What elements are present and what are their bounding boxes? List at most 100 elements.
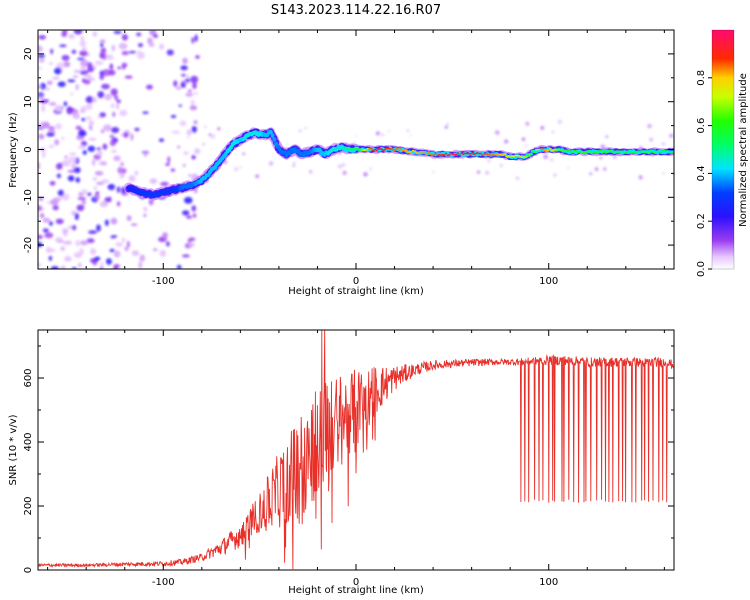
ridge-blob [448, 153, 451, 156]
ridge-blob [137, 190, 141, 193]
noise-blob [117, 66, 122, 70]
ridge-blob [470, 152, 474, 155]
noise-speck [187, 136, 190, 139]
ridge-blob [293, 149, 297, 153]
noise-blob [96, 147, 102, 151]
ridge-blob [571, 150, 574, 153]
ridge-blob [644, 151, 647, 154]
noise-blob [75, 125, 82, 130]
figure-title: S143.2023.114.22.16.R07 [271, 3, 441, 18]
ridge-blob [359, 148, 363, 151]
noise-blob [48, 126, 56, 130]
noise-speck [550, 158, 554, 162]
noise-speck [188, 174, 191, 177]
ridge-blob [552, 149, 555, 152]
noise-blob [78, 130, 87, 137]
ridge-blob [496, 153, 500, 155]
ridge-blob [406, 151, 409, 154]
ridge-blob [479, 152, 482, 155]
noise-blob [99, 39, 106, 44]
noise-blob [180, 81, 186, 88]
ridge-blob [356, 147, 359, 150]
colorbar-tick-label: 0.8 [696, 70, 707, 86]
ridge-blob [174, 189, 177, 192]
ridge-blob [640, 150, 644, 152]
noise-blob [94, 192, 100, 201]
noise-blob [48, 221, 53, 226]
ridge-blob [210, 169, 213, 172]
noise-blob [138, 261, 142, 269]
noise-speck [613, 155, 617, 159]
noise-blob [80, 36, 85, 41]
ridge-blob [299, 152, 302, 155]
ridge-blob [162, 191, 165, 194]
ridge-blob [599, 149, 602, 152]
noise-speck [208, 133, 212, 136]
ridge-blob [290, 150, 293, 153]
ridge-blob [241, 137, 245, 140]
ridge-blob [354, 147, 357, 151]
ridge-blob [319, 149, 323, 152]
y-tick-label: 0 [23, 146, 34, 152]
noise-speck [630, 157, 632, 160]
noise-blob [186, 129, 192, 136]
noise-blob [92, 31, 98, 37]
noise-blob [54, 139, 60, 146]
ridge-blob [243, 135, 246, 138]
ridge-blob [642, 151, 645, 154]
noise-speck [516, 176, 519, 180]
ridge-blob [295, 150, 298, 154]
ridge-blob [616, 150, 619, 152]
ridge-blob [240, 138, 243, 142]
ridge-blob [345, 146, 349, 150]
noise-blob [101, 83, 110, 90]
ridge-blob [507, 155, 510, 158]
ridge-blob [581, 151, 585, 154]
ridge-blob [443, 154, 446, 156]
ridge-blob [361, 149, 364, 152]
ridge-blob [318, 149, 321, 152]
noise-blob [49, 181, 56, 186]
noise-speck [406, 129, 409, 132]
noise-blob [48, 62, 54, 65]
noise-blob [99, 73, 105, 80]
ridge-blob [557, 148, 560, 151]
noise-blob [104, 93, 112, 101]
noise-blob [68, 156, 77, 164]
noise-blob [113, 264, 120, 269]
ridge-blob [562, 150, 566, 153]
noise-blob [94, 256, 101, 261]
ridge-blob [226, 148, 229, 152]
noise-blob [71, 49, 77, 54]
ridge-blob [529, 153, 533, 155]
ridge-blob [554, 148, 557, 151]
noise-speck [342, 170, 347, 175]
ridge-blob [160, 190, 163, 194]
noise-blob [112, 111, 116, 117]
noise-blob [72, 75, 79, 78]
ridge-blob [380, 148, 383, 151]
noise-blob [77, 145, 86, 149]
noise-blob [50, 48, 54, 55]
noise-speck [381, 133, 385, 137]
noise-speck [239, 166, 242, 169]
noise-blob [131, 250, 140, 256]
noise-blob [55, 218, 64, 225]
noise-blob [194, 34, 198, 42]
noise-blob [64, 155, 68, 159]
ridge-blob [139, 192, 142, 195]
noise-blob [38, 54, 46, 59]
noise-blob [181, 254, 190, 258]
ridge-blob [548, 148, 552, 150]
noise-blob [109, 140, 116, 147]
noise-blob [38, 95, 44, 99]
noise-blob [38, 197, 44, 201]
noise-blob [190, 99, 195, 106]
noise-blob [183, 151, 189, 156]
ridge-blob [214, 164, 217, 167]
ridge-blob [576, 151, 579, 154]
x-tick-label: -100 [152, 577, 175, 588]
noise-speck [308, 169, 313, 174]
noise-blob [87, 65, 94, 73]
ridge-blob [311, 150, 314, 154]
